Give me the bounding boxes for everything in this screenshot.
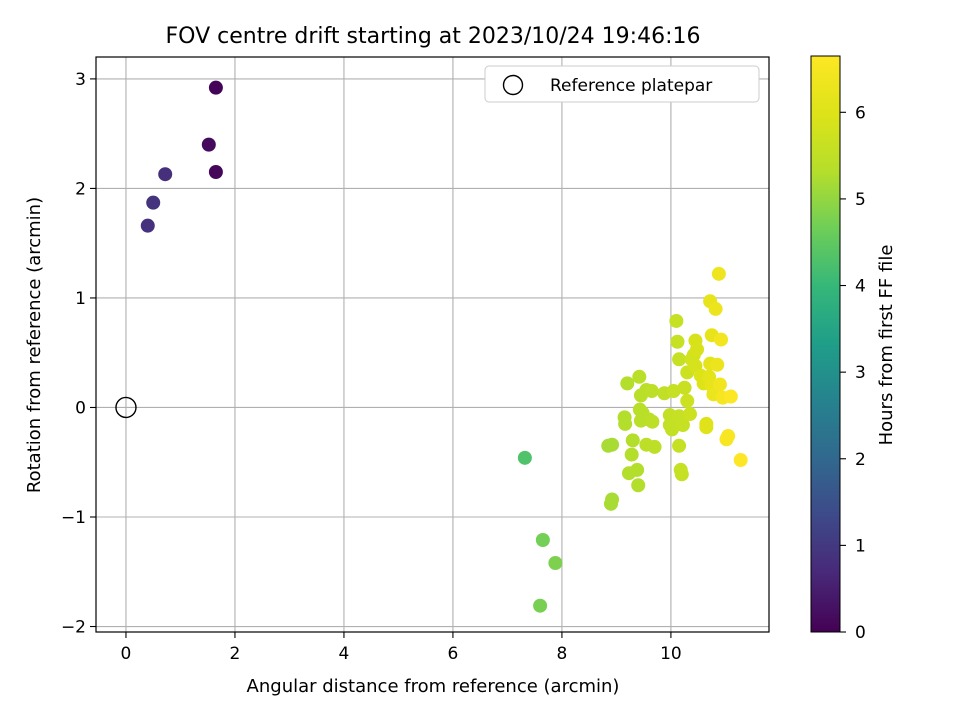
scatter-point	[672, 352, 687, 367]
chart-title: FOV centre drift starting at 2023/10/24 …	[166, 24, 701, 49]
scatter-point	[647, 439, 662, 454]
colorbar-tick-label: 0	[855, 623, 866, 643]
scatter-point	[630, 462, 645, 477]
scatter-point	[620, 376, 635, 391]
scatter-point	[666, 384, 681, 399]
colorbar-label: Hours from first FF file	[876, 245, 897, 446]
scatter-point	[146, 195, 161, 210]
reference-marker-group	[115, 396, 137, 419]
scatter-point	[723, 389, 738, 404]
scatter-point	[140, 218, 155, 233]
scatter-point	[644, 384, 659, 399]
scatter-point	[690, 342, 705, 357]
scatter-point	[711, 266, 726, 281]
scatter-point	[680, 393, 695, 408]
scatter-point	[605, 492, 620, 507]
scatter-point	[624, 447, 639, 462]
scatter-point	[682, 407, 697, 422]
colorbar-tick-label: 4	[855, 277, 866, 297]
scatter-point	[517, 450, 532, 465]
scatter-point	[535, 533, 550, 547]
y-tick-label: 3	[75, 70, 86, 90]
scatter-point	[699, 420, 714, 435]
y-tick-label: −2	[61, 618, 86, 638]
colorbar-tick-label: 3	[855, 363, 866, 383]
y-tick-label: 1	[75, 289, 86, 309]
scatter-point	[645, 414, 660, 429]
scatter-point	[618, 416, 633, 431]
scatter-point	[631, 478, 646, 493]
x-tick-label: 4	[339, 644, 350, 664]
scatter-point	[208, 165, 223, 179]
y-axis-label: Rotation from reference (arcmin)	[24, 197, 45, 493]
legend-reference-marker	[502, 74, 524, 96]
scatter-point	[708, 301, 723, 316]
scatter-point	[632, 369, 647, 384]
scatter-point	[670, 334, 685, 349]
plot-area	[96, 57, 769, 632]
scatter-point	[201, 137, 216, 152]
scatter-point	[721, 428, 736, 443]
colorbar-tick-label: 5	[855, 190, 866, 210]
legend: Reference platepar	[484, 65, 760, 103]
x-axis-ticks: 0 2 4 6 8 10	[121, 632, 682, 664]
reference-platepar-marker	[115, 396, 137, 419]
scatter-point	[669, 313, 684, 328]
x-tick-label: 6	[448, 644, 459, 664]
scatter-point	[710, 357, 725, 372]
colorbar-tick-label: 6	[855, 103, 866, 123]
scatter-point	[672, 438, 687, 453]
scatter-point	[533, 598, 548, 613]
scatter-point	[714, 332, 729, 347]
data-points	[140, 80, 748, 613]
scatter-point	[208, 80, 223, 95]
scatter-point	[677, 380, 692, 395]
x-tick-label: 8	[557, 644, 568, 664]
plot-frame	[95, 56, 770, 633]
legend-label: Reference platepar	[550, 76, 712, 96]
scatter-point	[548, 556, 563, 570]
y-tick-label: 0	[75, 398, 86, 418]
scatter-point	[674, 467, 689, 482]
scatter-point	[675, 418, 690, 432]
x-tick-label: 10	[660, 644, 682, 664]
legend-box	[484, 65, 760, 103]
x-axis-label: Angular distance from reference (arcmin)	[247, 676, 620, 697]
colorbar-tick-label: 2	[855, 450, 866, 470]
colorbar	[810, 55, 841, 633]
scatter-point	[712, 377, 727, 392]
y-tick-label: −1	[61, 508, 86, 528]
scatter-point	[733, 453, 748, 468]
x-tick-label: 2	[230, 644, 241, 664]
colorbar-tick-label: 1	[855, 536, 866, 556]
scatter-point	[665, 422, 680, 437]
y-tick-label: 2	[75, 179, 86, 199]
scatter-point	[605, 437, 620, 452]
scatter-point	[625, 433, 640, 448]
grid	[96, 57, 769, 632]
y-axis-ticks: −2 −1 0 1 2 3	[61, 70, 96, 638]
x-tick-label: 0	[121, 644, 132, 664]
scatter-point	[158, 167, 173, 182]
colorbar-ticks: 0 1 2 3 4 5 6	[840, 103, 866, 643]
